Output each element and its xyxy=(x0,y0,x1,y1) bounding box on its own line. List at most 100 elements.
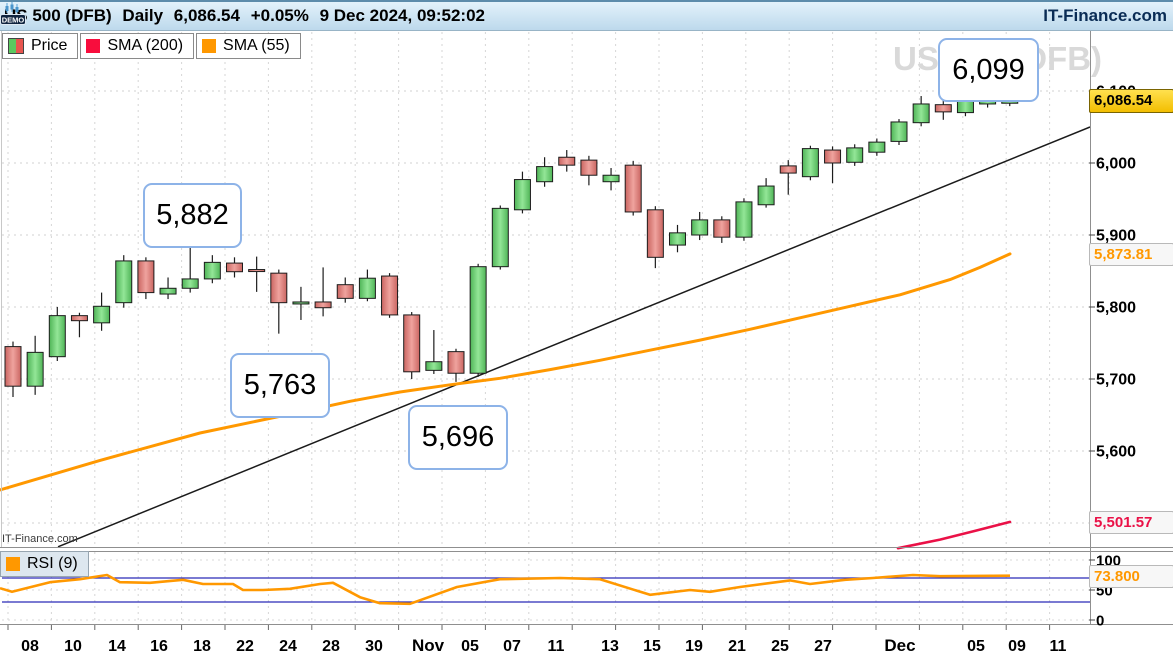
candle xyxy=(203,255,221,284)
y-axis-label: 5,600 xyxy=(1096,444,1136,461)
x-axis-label: 05 xyxy=(461,638,479,655)
x-axis-label: 09 xyxy=(1008,638,1026,655)
x-axis-label: 15 xyxy=(643,638,661,655)
candle xyxy=(890,119,908,145)
header-bar: DEMO US 500 (DFB) Daily 6,086.54 +0.05% … xyxy=(0,0,1173,31)
candle xyxy=(137,257,155,300)
candle xyxy=(26,335,44,395)
x-axis-label: Nov xyxy=(412,636,445,655)
legend-sma55-label: SMA (55) xyxy=(223,37,290,54)
candle xyxy=(226,257,243,278)
x-axis-label: 14 xyxy=(108,638,126,655)
x-axis-label: 19 xyxy=(685,638,703,655)
annotation-5696[interactable]: 5,696 xyxy=(408,405,508,470)
chart-title: US 500 (DFB) Daily 6,086.54 +0.05% 9 Dec… xyxy=(4,6,491,26)
candle xyxy=(115,255,133,308)
y-axis-label: 5,800 xyxy=(1096,300,1136,317)
legend-price-label: Price xyxy=(31,37,68,54)
legend-row: Price SMA (200) SMA (55) xyxy=(2,33,301,59)
x-axis-label: 25 xyxy=(771,638,789,655)
candle xyxy=(912,96,930,127)
legend-price[interactable]: Price xyxy=(2,33,79,59)
candle xyxy=(801,145,819,181)
candles-layer xyxy=(4,91,1019,397)
x-axis-label: 13 xyxy=(601,638,619,655)
candle xyxy=(868,138,886,156)
svg-text:DEMO: DEMO xyxy=(2,16,25,25)
x-axis-label: 18 xyxy=(193,638,211,655)
annotation-5763[interactable]: 5,763 xyxy=(230,353,330,418)
candle xyxy=(93,292,111,331)
brand-link[interactable]: IT-Finance.com xyxy=(1043,6,1167,25)
legend-rsi[interactable]: RSI (9) xyxy=(0,551,89,577)
candle xyxy=(447,348,465,382)
candle xyxy=(580,155,598,186)
y-axis-label: 5,700 xyxy=(1096,372,1136,389)
last-price-badge: 6,086.54 xyxy=(1089,89,1173,113)
candle xyxy=(779,160,797,195)
candle xyxy=(491,205,509,270)
demo-logo-icon: DEMO xyxy=(0,2,26,25)
y-axis-label: 6,000 xyxy=(1096,156,1136,173)
x-axis-label: 11 xyxy=(548,638,565,655)
candle xyxy=(646,206,664,269)
candle xyxy=(70,312,88,338)
candle xyxy=(691,211,709,241)
candle xyxy=(292,286,310,320)
sma200-line xyxy=(896,520,1012,550)
provider-watermark: IT-Finance.com xyxy=(2,533,78,545)
x-axis: 08 10 14 16 18 22 24 28 30 Nov 05 07 11 13 15 19 21 25 27 D… xyxy=(21,636,1066,655)
annotation-5882[interactable]: 5,882 xyxy=(143,183,242,248)
candle xyxy=(669,224,686,253)
x-axis-label: 22 xyxy=(236,638,254,655)
legend-sma200[interactable]: SMA (200) xyxy=(80,33,195,59)
legend-sma55[interactable]: SMA (55) xyxy=(196,33,301,59)
candle xyxy=(624,160,642,216)
candle xyxy=(270,269,288,334)
candle xyxy=(248,256,266,292)
x-axis-label: 07 xyxy=(503,638,521,655)
candle xyxy=(381,273,399,318)
rsi-value-badge: 73.800 xyxy=(1089,565,1173,588)
x-axis-label: 11 xyxy=(1050,638,1067,655)
candle xyxy=(403,312,421,379)
x-axis-label: 08 xyxy=(21,638,39,655)
rsi-axis-label: 0 xyxy=(1096,613,1104,630)
x-axis-label: 24 xyxy=(279,638,297,655)
trendline xyxy=(57,126,1091,548)
candle xyxy=(181,247,199,293)
candle xyxy=(358,269,376,302)
legend-sma200-label: SMA (200) xyxy=(107,37,184,54)
candle xyxy=(824,146,842,184)
candle xyxy=(602,168,620,191)
candle xyxy=(558,150,576,172)
candle xyxy=(4,341,22,397)
x-axis-label: 16 xyxy=(150,638,168,655)
quote-datetime: 9 Dec 2024, 09:52:02 xyxy=(319,6,485,25)
sma200-series-icon xyxy=(86,39,101,53)
candle xyxy=(336,277,354,303)
candle xyxy=(425,330,443,374)
price-series-icon xyxy=(8,38,24,54)
vertical-gridlines xyxy=(7,32,1051,630)
x-axis-label: Dec xyxy=(884,636,915,655)
pane-borders xyxy=(0,31,1173,625)
y-axis-label: 5,900 xyxy=(1096,228,1136,245)
candle xyxy=(314,267,332,317)
x-axis-label: 10 xyxy=(64,638,82,655)
candle xyxy=(934,100,952,120)
candle xyxy=(159,277,177,300)
candle xyxy=(757,178,775,208)
instrument-name: US 500 (DFB) xyxy=(4,6,112,25)
candle xyxy=(469,263,487,377)
candle xyxy=(735,198,753,241)
candle xyxy=(48,307,66,361)
candle xyxy=(536,157,554,187)
x-axis-label: 30 xyxy=(365,638,383,655)
candle xyxy=(513,171,531,214)
annotation-6099[interactable]: 6,099 xyxy=(938,38,1039,102)
sma55-series-icon xyxy=(202,39,217,53)
candle xyxy=(713,216,731,243)
